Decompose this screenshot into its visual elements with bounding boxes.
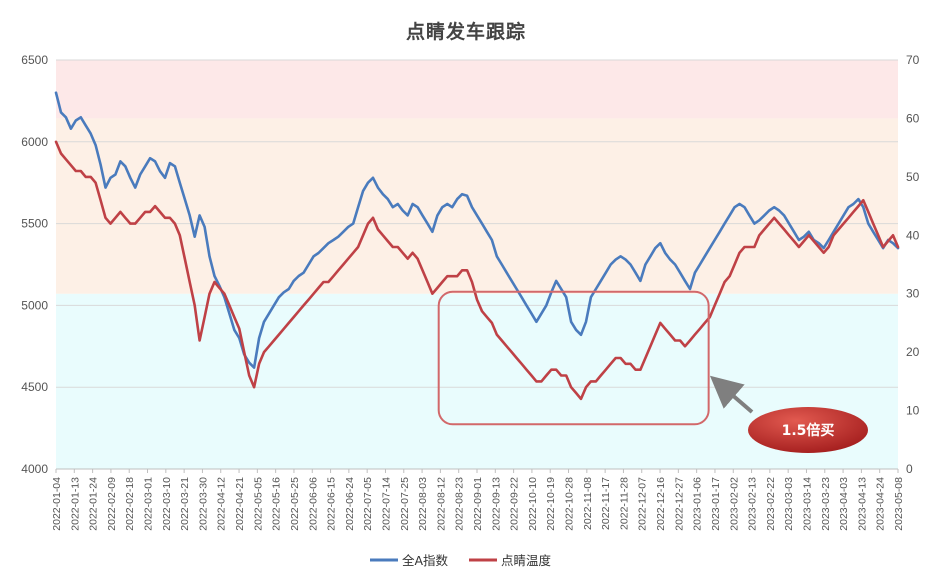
- x-tick-label: 2022-12-16: [655, 477, 667, 531]
- x-tick-label: 2022-01-13: [69, 477, 81, 531]
- x-tick-label: 2022-08-03: [417, 477, 429, 531]
- x-tick-label: 2022-10-28: [564, 477, 576, 531]
- series-lines: [54, 91, 900, 401]
- chart-title: 点睛发车跟踪: [406, 20, 526, 43]
- x-tick-label: 2022-02-18: [124, 477, 136, 531]
- x-tick-label: 2022-01-24: [88, 477, 100, 531]
- x-tick-label: 2022-08-23: [454, 477, 466, 531]
- x-tick-label: 2022-11-08: [582, 477, 594, 530]
- y-right-tick-label: 30: [906, 287, 920, 301]
- x-tick-label: 2022-10-10: [527, 477, 539, 531]
- y-right-tick-label: 50: [906, 170, 920, 184]
- annotation-badge-label: 1.5倍买: [782, 422, 835, 439]
- x-tick-label: 2023-02-22: [765, 477, 777, 531]
- x-tick-label: 2023-03-14: [801, 477, 813, 531]
- x-tick-label: 2023-03-03: [783, 477, 795, 531]
- y-right-tick-label: 20: [906, 345, 920, 359]
- x-tick-label: 2023-02-02: [728, 477, 740, 531]
- x-tick-label: 2022-11-17: [600, 477, 612, 530]
- x-tick-label: 2022-12-07: [637, 477, 649, 531]
- x-tick-label: 2022-07-25: [399, 477, 411, 531]
- x-tick-label: 2022-12-27: [673, 477, 685, 531]
- x-tick-label: 2022-06-24: [344, 477, 356, 531]
- legend-label-series-1: 全A指数: [402, 553, 449, 568]
- x-tick-label: 2022-02-09: [106, 477, 118, 531]
- x-tick-label: 2022-09-22: [509, 477, 521, 531]
- x-tick-label: 2022-11-28: [618, 477, 630, 530]
- y-left-tick-label: 6500: [21, 53, 48, 67]
- y-right-tick-label: 60: [906, 111, 920, 125]
- y-left-tick-label: 5000: [21, 298, 48, 312]
- x-tick-label: 2023-04-03: [838, 477, 850, 531]
- band-2: [56, 118, 898, 294]
- x-tick-label: 2022-03-21: [179, 477, 191, 531]
- x-tick-label: 2022-08-12: [435, 477, 447, 531]
- series-line-2: [54, 140, 900, 401]
- x-tick-label: 2022-03-01: [143, 477, 155, 531]
- axes: 4000 4500 5000 5500 6000 6500 0 10 20 30 40 50 60 70 2…: [21, 53, 919, 531]
- x-tick-label: 2022-06-06: [307, 477, 319, 531]
- x-tick-label: 2022-05-16: [271, 477, 283, 531]
- x-tick-label: 2022-07-05: [362, 477, 374, 531]
- x-tick-label: 2022-05-05: [252, 477, 264, 531]
- x-tick-label: 2022-09-13: [490, 477, 502, 531]
- y-right-tick-label: 40: [906, 228, 920, 242]
- highlight-box: [437, 290, 710, 426]
- x-tick-label: 2022-03-10: [161, 477, 173, 531]
- background-bands: [56, 60, 898, 469]
- series-line-1: [54, 91, 900, 369]
- y-left-tick-label: 6000: [21, 135, 48, 149]
- legend-label-series-2: 点睛温度: [501, 553, 552, 568]
- x-tick-label: 2023-03-23: [820, 477, 832, 531]
- band-3: [56, 60, 898, 119]
- x-tick-label: 2022-05-25: [289, 477, 301, 531]
- x-tick-label: 2022-09-01: [472, 477, 484, 531]
- x-tick-label: 2023-01-06: [692, 477, 704, 531]
- y-right-tick-label: 10: [906, 404, 920, 418]
- y-right-tick-label: 0: [906, 462, 913, 476]
- x-tick-label: 2022-07-14: [380, 477, 392, 531]
- y-right-tick-label: 70: [906, 53, 920, 67]
- x-tick-label: 2022-03-30: [197, 477, 209, 531]
- annotation-badge: [748, 407, 868, 453]
- x-tick-label: 2023-05-08: [893, 477, 905, 531]
- y-left-tick-label: 4000: [21, 462, 48, 476]
- x-tick-label: 2022-06-15: [326, 477, 338, 531]
- x-tick-label: 2022-10-19: [545, 477, 557, 531]
- annotation-layer: 1.5倍买: [437, 290, 868, 453]
- y-left-tick-label: 4500: [21, 380, 48, 394]
- x-tick-label: 2022-04-12: [216, 477, 228, 531]
- x-tick-label: 2023-02-13: [747, 477, 759, 531]
- y-left-tick-label: 5500: [21, 217, 48, 231]
- x-tick-label: 2023-01-17: [710, 477, 722, 531]
- x-tick-label: 2022-01-04: [51, 477, 63, 531]
- annotation-arrow: [709, 375, 754, 414]
- x-tick-label: 2022-04-21: [234, 477, 246, 531]
- legend: 全A指数 点睛温度: [370, 553, 552, 568]
- x-tick-label: 2023-04-24: [875, 477, 887, 531]
- x-tick-label: 2023-04-13: [856, 477, 868, 531]
